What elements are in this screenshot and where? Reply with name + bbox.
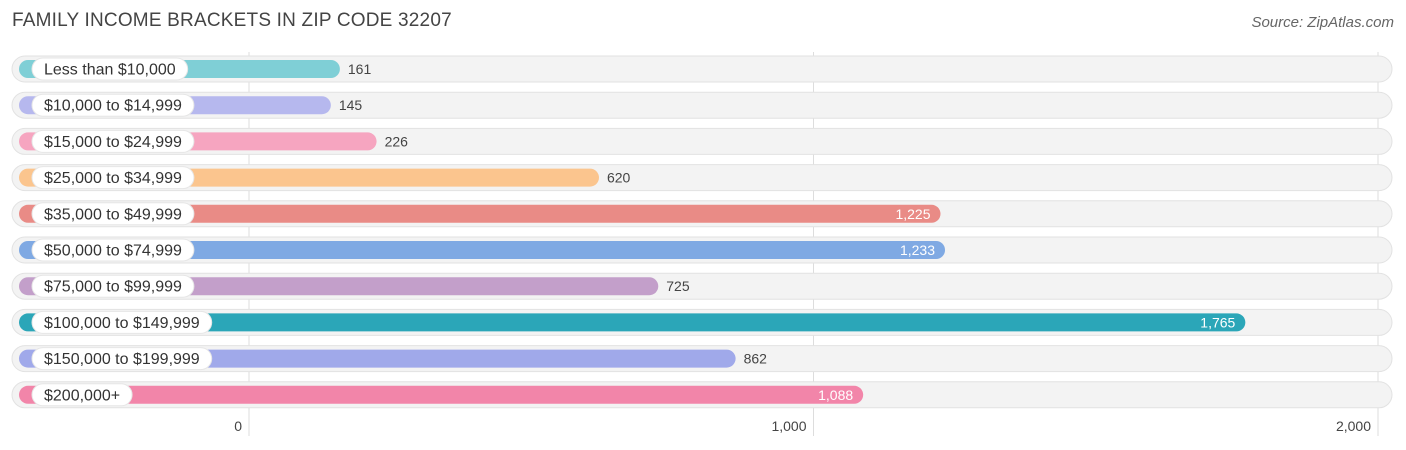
value-label: 1,225: [895, 206, 930, 222]
value-label: 226: [385, 133, 409, 149]
bar-track: [11, 55, 1393, 83]
x-tick-label: 1,000: [771, 418, 806, 434]
category-label: $35,000 to $49,999: [44, 206, 182, 223]
category-label-pill: [31, 93, 195, 117]
bar-track: [11, 91, 1393, 119]
category-label: $75,000 to $99,999: [44, 279, 182, 296]
category-label-pill: [31, 238, 195, 262]
category-label: $100,000 to $149,999: [44, 315, 200, 332]
value-label: 145: [339, 97, 363, 113]
bar: [19, 241, 946, 259]
value-label: 620: [607, 170, 631, 186]
category-label-pill: [31, 274, 195, 298]
bar: [19, 313, 1246, 332]
value-label: 1,088: [818, 387, 853, 403]
value-label: 161: [348, 61, 372, 77]
category-label-pill: [31, 310, 213, 334]
category-label-pill: [31, 383, 133, 407]
category-label: $150,000 to $199,999: [44, 351, 200, 368]
category-label: $200,000+: [44, 387, 120, 404]
value-label: 1,233: [900, 242, 935, 258]
category-label: $10,000 to $14,999: [44, 98, 182, 115]
chart-title: FAMILY INCOME BRACKETS IN ZIP CODE 32207: [12, 10, 452, 31]
bar: [19, 204, 941, 223]
bar: [19, 385, 864, 404]
category-label-pill: [31, 57, 189, 81]
category-label-pill: [31, 347, 213, 371]
value-label: 862: [744, 351, 768, 367]
value-label: 725: [666, 278, 690, 294]
category-label: $50,000 to $74,999: [44, 243, 182, 260]
category-label-pill: [31, 202, 195, 226]
category-label: $25,000 to $34,999: [44, 170, 182, 187]
x-tick-label: 0: [234, 418, 242, 434]
value-label: 1,765: [1200, 314, 1235, 330]
x-tick-label: 2,000: [1336, 418, 1371, 434]
category-label: Less than $10,000: [44, 62, 176, 79]
category-label: $15,000 to $24,999: [44, 134, 182, 151]
category-label-pill: [31, 166, 195, 190]
category-label-pill: [31, 129, 195, 153]
source-label: Source: ZipAtlas.com: [1251, 14, 1394, 31]
